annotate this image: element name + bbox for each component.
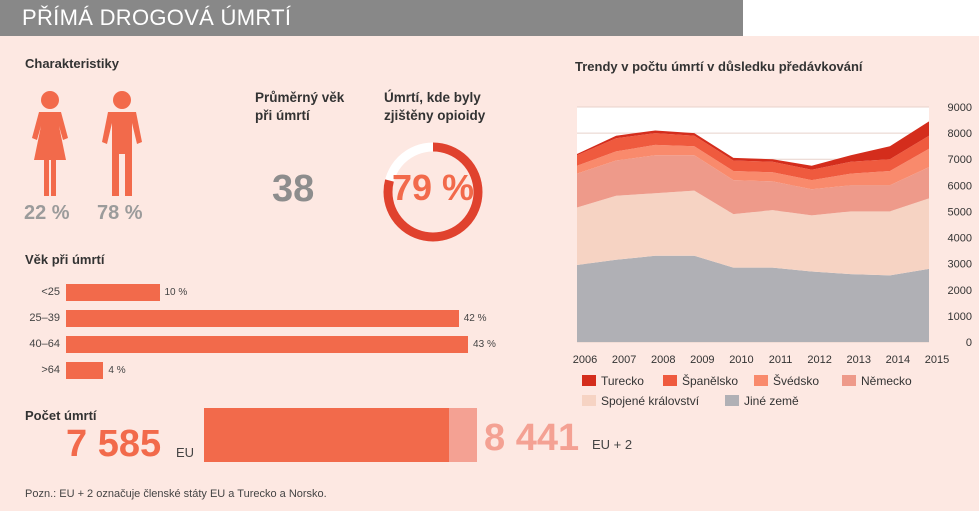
area-series-Španělsko <box>577 133 929 181</box>
legend-swatch <box>582 395 596 406</box>
legend-item: Španělsko <box>663 374 738 388</box>
legend-item: Švédsko <box>754 374 819 388</box>
x-tick-label: 2009 <box>690 354 714 366</box>
opioid-ring-arc <box>383 142 483 242</box>
age-bar <box>66 310 459 327</box>
y-tick-label: 3000 <box>948 259 972 271</box>
age-bar-value: 4 % <box>108 365 126 376</box>
age-bar <box>66 336 469 353</box>
legend-item: Spojené království <box>582 394 699 408</box>
age-bar <box>66 284 160 301</box>
legend-swatch <box>663 375 677 386</box>
trend-area-chart: 0 1000 2000 3000 4000 5000 6000 7000 8000 9000 200… <box>573 102 972 366</box>
y-tick-label: 1000 <box>948 311 972 323</box>
avg-age-label: Průměrný věk při úmrtí <box>255 89 344 125</box>
y-tick-label: 8000 <box>948 128 972 140</box>
x-tick-label: 2010 <box>729 354 753 366</box>
legend-swatch <box>725 395 739 406</box>
legend-swatch <box>754 375 768 386</box>
opioid-percentage: 79 % <box>391 167 475 208</box>
legend-label: Jiné země <box>744 394 799 408</box>
opioid-ring <box>383 142 483 242</box>
age-heading: Věk při úmrtí <box>25 252 105 267</box>
area-series-Německo <box>577 155 929 216</box>
characteristics-heading: Charakteristiky <box>25 56 119 71</box>
legend-label: Švédsko <box>773 374 820 388</box>
area-series-Jiné země <box>577 255 929 342</box>
deaths-eu2-label: EU + 2 <box>592 437 633 452</box>
legend-label: Španělsko <box>682 374 739 388</box>
age-group-label: 40–64 <box>29 338 60 350</box>
avg-age-label-line2: při úmrtí <box>255 108 310 123</box>
x-tick-label: 2015 <box>925 354 949 366</box>
legend-item: Turecko <box>582 374 644 388</box>
page-title: PŘÍMÁ DROGOVÁ ÚMRTÍ <box>22 5 292 30</box>
deaths-heading: Počet úmrtí <box>25 408 97 423</box>
footnote: Pozn.: EU + 2 označuje členské státy EU … <box>25 488 327 500</box>
avg-age-value: 38 <box>272 168 315 210</box>
age-group-label: >64 <box>41 364 60 376</box>
y-tick-label: 7000 <box>948 154 972 166</box>
x-tick-label: 2007 <box>612 354 636 366</box>
y-tick-label: 5000 <box>948 206 972 218</box>
chart-title: Trendy v počtu úmrtí v důsledku předávko… <box>575 59 863 74</box>
area-series-Švédsko <box>577 144 929 190</box>
y-tick-label: 9000 <box>948 102 972 114</box>
legend-swatch <box>842 375 856 386</box>
age-bar <box>66 362 104 379</box>
deaths-eu-bar <box>204 408 449 462</box>
x-tick-label: 2011 <box>769 354 793 366</box>
legend-item: Německo <box>842 374 912 388</box>
age-group-label: 25–39 <box>29 312 60 324</box>
avg-age-label-line1: Průměrný věk <box>255 90 345 105</box>
deaths-eu-value: 7 585 <box>66 423 162 465</box>
female-icon <box>32 91 68 196</box>
deaths-eu-label: EU <box>176 445 195 460</box>
legend-item: Jiné země <box>725 394 799 408</box>
header-bar: PŘÍMÁ DROGOVÁ ÚMRTÍ <box>0 0 743 36</box>
age-bar-value: 10 % <box>164 287 188 298</box>
x-tick-label: 2014 <box>886 354 910 366</box>
y-tick-label: 2000 <box>948 285 972 297</box>
male-icon <box>102 91 142 196</box>
y-tick-label: 0 <box>966 337 972 349</box>
legend-swatch <box>582 375 596 386</box>
opioid-label: Úmrtí, kde byly zjištěny opioidy <box>384 89 485 125</box>
area-series-Spojené království <box>577 190 929 276</box>
y-tick-label: 4000 <box>948 233 972 245</box>
x-tick-label: 2006 <box>573 354 597 366</box>
age-bar-value: 42 % <box>463 313 487 324</box>
legend-label: Spojené království <box>601 394 700 408</box>
y-tick-label: 6000 <box>948 180 972 192</box>
age-group-label: <25 <box>41 286 60 298</box>
legend-label: Turecko <box>601 374 644 388</box>
x-tick-label: 2013 <box>847 354 871 366</box>
legend-label: Německo <box>861 374 912 388</box>
age-bar-value: 43 % <box>473 339 496 350</box>
x-tick-label: 2012 <box>807 354 831 366</box>
area-series-Turecko <box>577 121 929 170</box>
male-percentage: 78 % <box>97 202 143 224</box>
x-tick-label: 2008 <box>651 354 675 366</box>
opioid-label-line1: Úmrtí, kde byly <box>384 90 481 105</box>
deaths-eu2-value: 8 441 <box>484 417 580 459</box>
female-percentage: 22 % <box>24 202 70 224</box>
opioid-label-line2: zjištěny opioidy <box>384 108 486 123</box>
